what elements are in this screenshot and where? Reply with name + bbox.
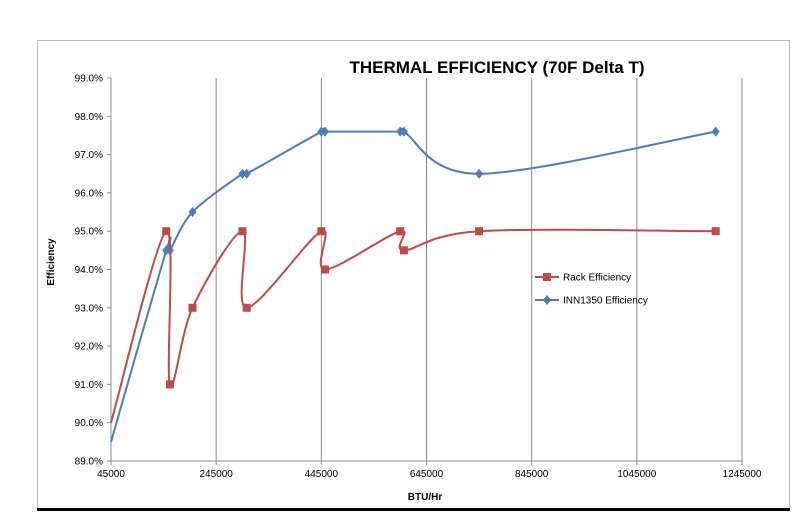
data-point bbox=[475, 168, 484, 179]
axes bbox=[107, 77, 743, 465]
series-1 bbox=[110, 126, 720, 443]
y-tick-label: 93.0% bbox=[75, 303, 103, 314]
x-tick-label: 845000 bbox=[515, 469, 549, 480]
legend-label: INN1350 Efficiency bbox=[563, 296, 648, 307]
series-line bbox=[110, 228, 716, 423]
data-point bbox=[188, 303, 197, 312]
data-point bbox=[321, 265, 330, 274]
y-tick-label: 94.0% bbox=[75, 265, 103, 276]
y-tick-label: 92.0% bbox=[75, 342, 103, 353]
data-point bbox=[396, 227, 405, 236]
y-tick-label: 97.0% bbox=[75, 150, 103, 161]
data-point bbox=[238, 168, 247, 179]
x-tick-label: 1245000 bbox=[723, 469, 762, 480]
legend-marker bbox=[543, 273, 551, 281]
x-tick-labels: 45000 245000 445000 645000 845000 1045000 1245… bbox=[97, 469, 762, 480]
data-point bbox=[242, 168, 251, 179]
bottom-rule bbox=[37, 508, 790, 511]
data-point bbox=[475, 227, 484, 236]
grid-lines bbox=[215, 78, 743, 461]
data-point bbox=[317, 227, 326, 236]
y-tick-label: 90.0% bbox=[75, 418, 103, 429]
x-tick-label: 245000 bbox=[199, 469, 233, 480]
data-point bbox=[711, 126, 720, 137]
legend-item: Rack Efficiency bbox=[535, 273, 631, 284]
data-point bbox=[188, 207, 197, 218]
legend-marker bbox=[543, 295, 551, 305]
data-point bbox=[399, 126, 408, 137]
x-tick-label: 1045000 bbox=[617, 469, 656, 480]
x-tick-label: 45000 bbox=[97, 469, 125, 480]
data-point bbox=[238, 227, 247, 236]
y-tick-label: 89.0% bbox=[75, 457, 103, 468]
legend-label: Rack Efficiency bbox=[563, 273, 631, 284]
y-tick-label: 96.0% bbox=[75, 188, 103, 199]
y-tick-labels: 89.0% 90.0% 91.0% 92.0% 93.0% 94.0% 95.0% 96.0%… bbox=[75, 74, 103, 468]
series-line bbox=[110, 127, 716, 443]
data-point bbox=[165, 380, 174, 389]
y-tick-label: 99.0% bbox=[75, 74, 103, 85]
legend-item: INN1350 Efficiency bbox=[535, 295, 648, 307]
data-point bbox=[162, 227, 171, 236]
data-point bbox=[321, 126, 330, 137]
x-tick-label: 445000 bbox=[305, 469, 339, 480]
chart-title: THERMAL EFFICIENCY (70F Delta T) bbox=[349, 58, 644, 77]
series-0 bbox=[110, 227, 720, 423]
y-tick-label: 91.0% bbox=[75, 380, 103, 391]
legend: Rack Efficiency INN1350 Efficiency bbox=[535, 273, 648, 307]
chart-frame bbox=[37, 40, 790, 510]
data-point bbox=[711, 227, 720, 236]
y-axis-label: Efficiency bbox=[46, 238, 57, 286]
y-tick-label: 95.0% bbox=[75, 227, 103, 238]
data-point bbox=[399, 246, 408, 255]
x-axis-label: BTU/Hr bbox=[408, 492, 443, 503]
x-tick-label: 645000 bbox=[410, 469, 444, 480]
data-point bbox=[242, 303, 251, 312]
y-tick-label: 98.0% bbox=[75, 112, 103, 123]
series-layer bbox=[110, 126, 720, 443]
